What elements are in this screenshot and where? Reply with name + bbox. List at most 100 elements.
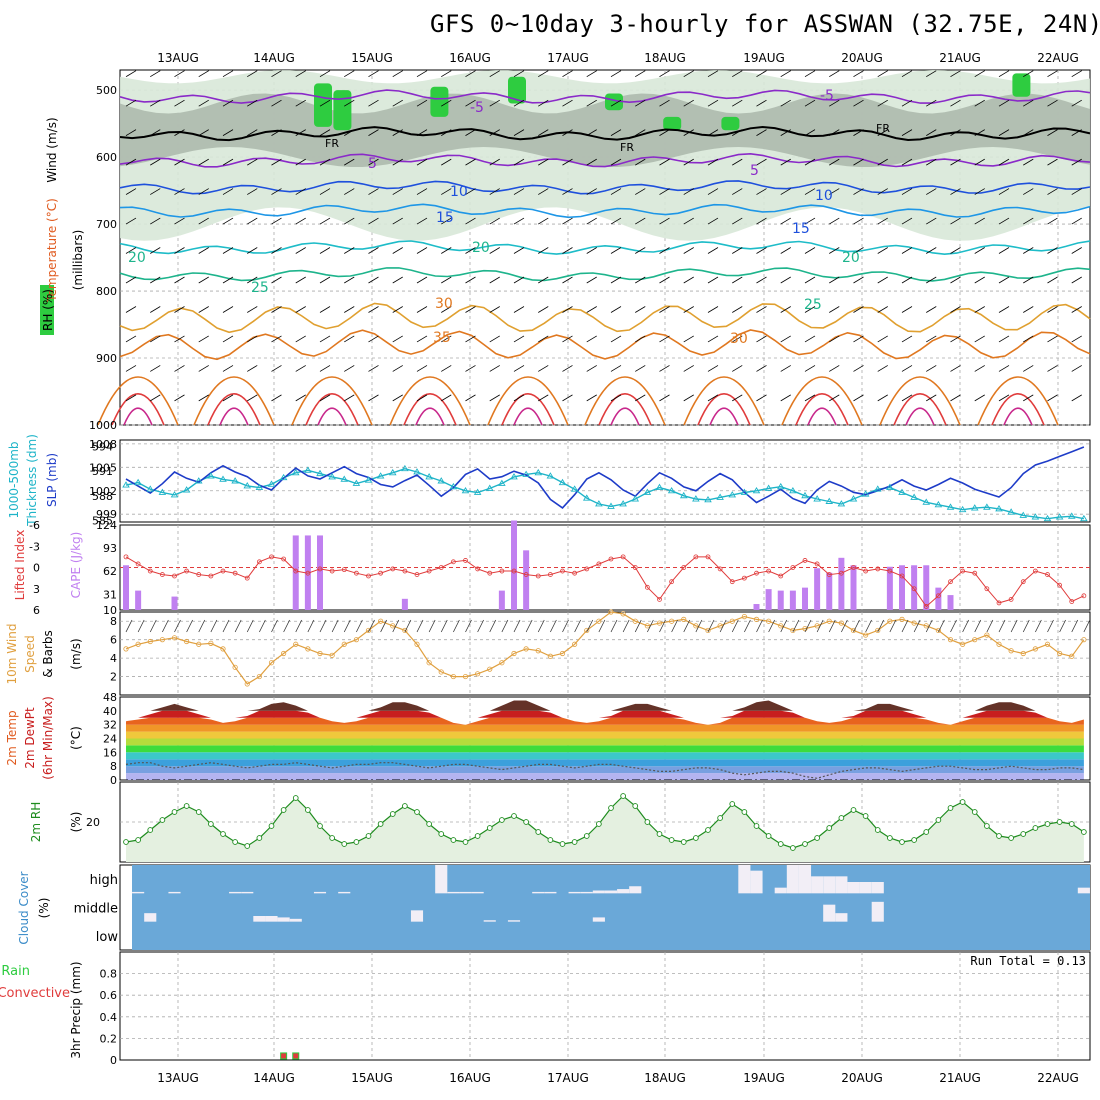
- upper-rh-label: RH (%): [41, 289, 55, 331]
- upper-wind-barb: [1047, 158, 1058, 166]
- surface-heat-contour: [291, 376, 373, 426]
- upper-wind-barb: [368, 129, 379, 136]
- upper-wind-barb: [1023, 99, 1034, 107]
- upper-wind-barb: [1023, 306, 1034, 313]
- cloud-cell-middle: [823, 904, 836, 922]
- rh-point: [1032, 825, 1039, 831]
- upper-wind-barb: [441, 276, 452, 284]
- precip-legend-convective: Convective: [0, 986, 70, 1001]
- upper-wind-barb: [295, 276, 306, 284]
- rh-point: [450, 837, 457, 843]
- upper-wind-barb: [756, 188, 767, 195]
- upper-wind-barb: [489, 306, 500, 313]
- upper-wind-barb: [901, 247, 913, 254]
- upper-wind-barb: [877, 129, 888, 136]
- wind-point: [875, 627, 881, 634]
- upper-wind-barb: [732, 365, 743, 372]
- lifted-index-point: [948, 579, 953, 585]
- lifted-index-point: [414, 572, 420, 577]
- upper-wind-barb: [319, 276, 331, 284]
- upper-wind-barb: [174, 394, 185, 402]
- upper-wind-barb: [610, 70, 622, 78]
- wind-point: [390, 623, 396, 629]
- wind-point: [1081, 637, 1087, 643]
- upper-wind-barb: [901, 70, 913, 78]
- lifted-index-point: [1020, 579, 1026, 585]
- upper-wind-barb: [998, 247, 1010, 254]
- rh-point: [365, 833, 372, 839]
- rh-point: [668, 837, 675, 843]
- thickness-point: [146, 485, 155, 492]
- cloud-cell-high: [629, 886, 642, 894]
- precip-bar: [292, 1052, 300, 1060]
- surface-wind-barb: [222, 619, 230, 633]
- rh-point: [341, 841, 348, 847]
- upper-wind-barb: [586, 365, 597, 372]
- surface-wind-barb: [186, 619, 193, 633]
- thickness-point: [946, 503, 955, 510]
- upper-wind-barb: [489, 129, 500, 136]
- upper-wind-barb: [877, 99, 888, 107]
- upper-wind-barb: [659, 335, 670, 343]
- surface-heat-contour: [111, 393, 165, 426]
- upper-wind-barb: [707, 158, 719, 166]
- temp-band: [126, 724, 1084, 732]
- thickness-point: [158, 488, 167, 495]
- upper-wind-barb: [1047, 335, 1058, 343]
- surface-heat-contour: [598, 393, 652, 426]
- rh-point: [814, 835, 820, 841]
- wind-tick: 6: [110, 634, 117, 647]
- wind-point: [838, 620, 844, 626]
- rh-point: [559, 841, 566, 847]
- wind-point: [632, 618, 638, 624]
- thickness-point: [219, 475, 227, 482]
- upper-wind-barb: [465, 365, 476, 372]
- surface-wind-barb: [149, 619, 157, 633]
- rh-point: [208, 821, 214, 827]
- surface-heat-contour: [879, 376, 961, 426]
- rh-point: [680, 839, 687, 845]
- wind-point: [402, 627, 408, 634]
- rh-point: [268, 823, 275, 829]
- surface-wind-barb: [647, 619, 654, 633]
- surface-heat-contour: [584, 376, 666, 426]
- freezing-label: FR: [620, 141, 634, 154]
- surface-wind-barb: [271, 619, 278, 633]
- upper-wind-barb: [538, 335, 549, 343]
- upper-wind-barb: [174, 335, 185, 343]
- surface-wind-barb: [343, 619, 351, 633]
- cape-bar: [777, 590, 784, 610]
- surface-heat-contour: [905, 407, 935, 426]
- li-tick: 0: [33, 562, 40, 575]
- date-label-bottom: 13AUG: [157, 1071, 199, 1085]
- rh-point: [474, 833, 481, 839]
- wind-point: [353, 637, 359, 643]
- upper-wind-barb: [562, 335, 573, 343]
- cloud-cell-high: [617, 889, 630, 894]
- upper-wind-barb: [1023, 247, 1034, 254]
- upper-wind-barb: [125, 217, 137, 225]
- cape-bar: [886, 566, 893, 610]
- upper-wind-barb: [513, 276, 525, 284]
- lifted-index-point: [851, 565, 856, 570]
- rh-point: [377, 821, 384, 827]
- upper-wind-barb: [586, 158, 597, 166]
- cape-tick: 31: [103, 588, 117, 601]
- rh-point: [911, 837, 917, 843]
- upper-wind-barb: [950, 276, 961, 284]
- thickness-point: [1043, 514, 1052, 522]
- lifted-index-point: [693, 554, 699, 560]
- isotherm-0: [119, 125, 1091, 142]
- upper-wind-barb: [416, 158, 428, 166]
- upper-wind-barb: [295, 365, 306, 372]
- rh-point: [183, 803, 190, 809]
- surface-wind-barb: [513, 619, 521, 633]
- upper-wind-barb: [586, 188, 597, 195]
- upper-wind-barb: [901, 394, 913, 402]
- isotherm-20: [119, 240, 1091, 256]
- upper-wind-barb: [392, 70, 403, 78]
- surface-wind-barb: [768, 619, 775, 633]
- wind-point: [790, 627, 796, 634]
- rh-point: [596, 821, 602, 827]
- cloud-cell-high: [241, 891, 254, 894]
